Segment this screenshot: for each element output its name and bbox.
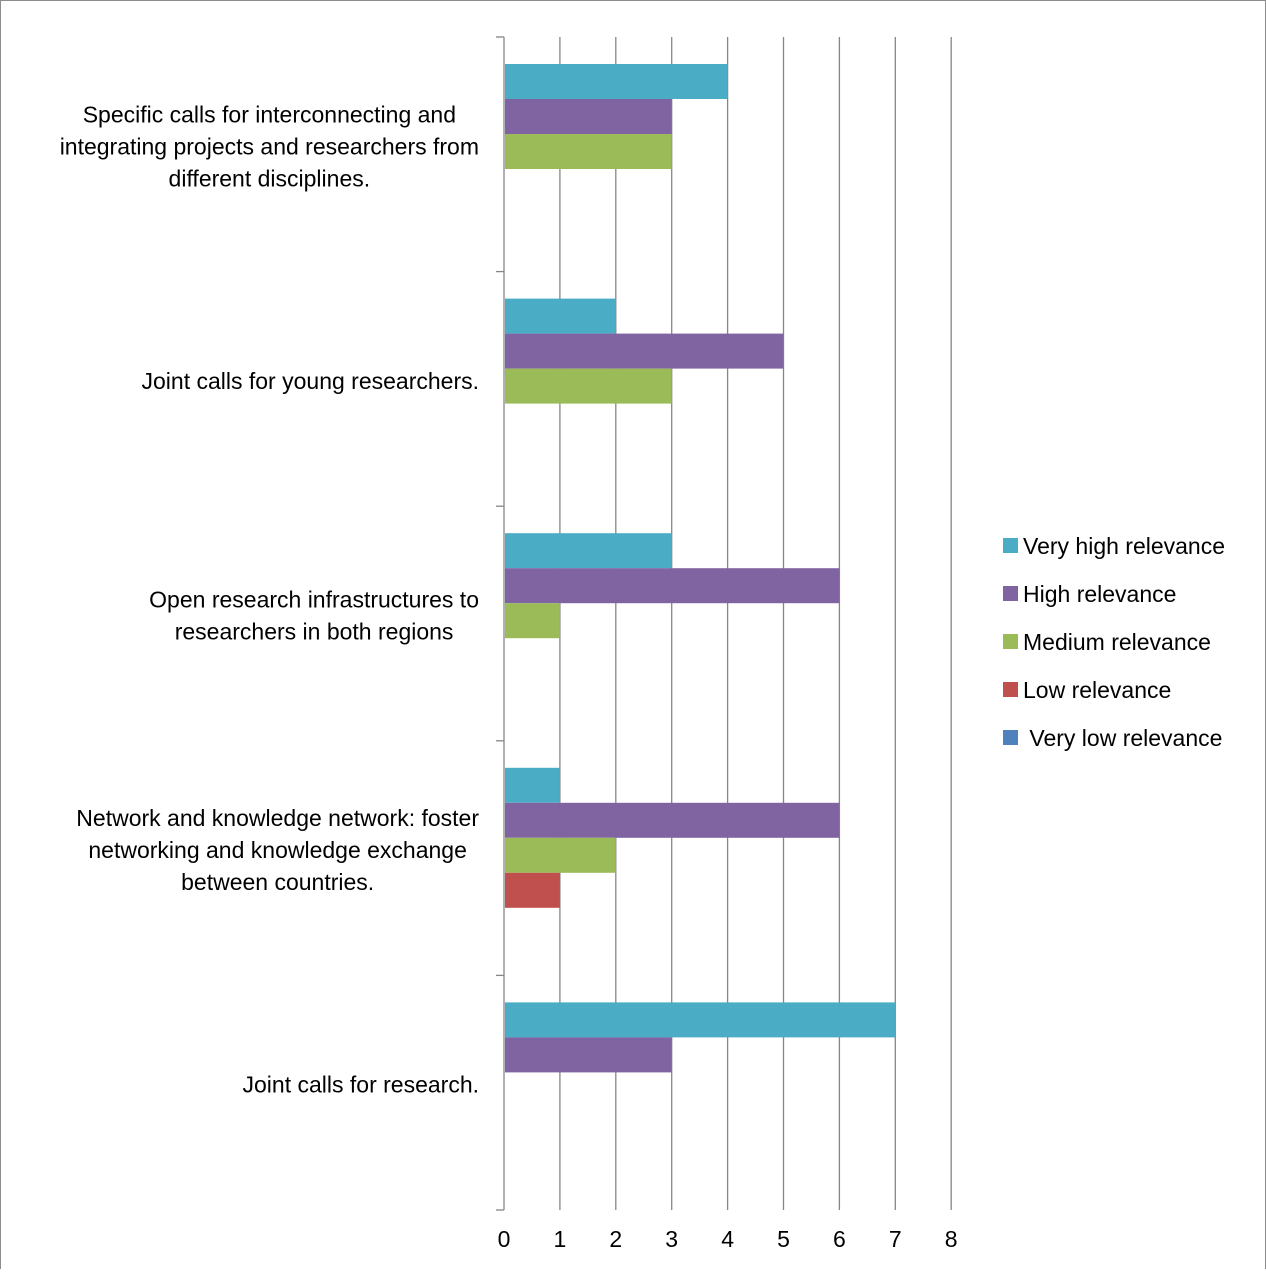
legend-label: Very low relevance	[1023, 725, 1222, 751]
category-label-line: networking and knowledge exchange	[88, 837, 467, 863]
legend-swatch	[1003, 682, 1018, 697]
bar-very-high-relevance-2	[505, 298, 616, 334]
bars	[505, 64, 896, 1073]
bar-high-relevance-3	[505, 568, 840, 604]
legend: Very high relevance High relevance Medium …	[1003, 533, 1225, 751]
legend-label: Very high relevance	[1023, 533, 1225, 559]
category-label-line: between countries.	[181, 869, 374, 895]
bar-high-relevance-5	[505, 1037, 672, 1073]
category-label-line: Joint calls for research.	[243, 1072, 479, 1098]
legend-swatch	[1003, 730, 1018, 745]
x-axis-tick-labels: 0 1 2 3 4 5 6 7 8	[498, 1226, 958, 1252]
category-label-line: Open research infrastructures to	[149, 587, 479, 613]
bar-very-high-relevance-3	[505, 533, 672, 569]
x-tick-label: 7	[889, 1226, 902, 1252]
x-tick-label: 1	[554, 1226, 567, 1252]
bar-very-high-relevance-1	[505, 64, 728, 99]
category-label: Specific calls for interconnecting and in…	[60, 101, 479, 191]
category-label: Network and knowledge network: foster net…	[76, 805, 479, 895]
category-label-line: different disciplines.	[169, 165, 371, 191]
category-label-line: Specific calls for interconnecting and	[83, 101, 456, 127]
bar-high-relevance-4	[505, 802, 840, 838]
x-tick-label: 2	[609, 1226, 622, 1252]
legend-label: High relevance	[1023, 581, 1176, 607]
grid-lines	[559, 37, 952, 1210]
bar-medium-relevance-1	[505, 134, 672, 169]
x-tick-label: 8	[945, 1226, 958, 1252]
x-tick-label: 5	[777, 1226, 790, 1252]
bar-high-relevance-2	[505, 333, 784, 369]
category-label-line: researchers in both regions	[175, 619, 454, 645]
category-label-line: Network and knowledge network: foster	[76, 805, 479, 831]
bar-medium-relevance-3	[505, 603, 560, 639]
bar-very-high-relevance-5	[505, 1002, 896, 1038]
x-tick-label: 4	[721, 1226, 734, 1252]
category-labels: Specific calls for interconnecting and in…	[60, 101, 480, 1097]
legend-swatch	[1003, 586, 1018, 601]
bar-high-relevance-1	[505, 99, 672, 134]
category-label-line: integrating projects and researchers fro…	[60, 133, 479, 159]
legend-label: Medium relevance	[1023, 629, 1211, 655]
category-label: Open research infrastructures to research…	[149, 587, 479, 645]
x-tick-label: 6	[833, 1226, 846, 1252]
category-label-line: Joint calls for young researchers.	[142, 368, 480, 394]
category-label: Joint calls for young researchers.	[142, 368, 480, 394]
bar-very-high-relevance-4	[505, 767, 560, 803]
x-tick-label: 3	[665, 1226, 678, 1252]
bar-medium-relevance-2	[505, 368, 672, 404]
y-axis	[496, 36, 505, 1211]
bar-medium-relevance-4	[505, 837, 616, 873]
legend-label: Low relevance	[1023, 677, 1171, 703]
category-label: Joint calls for research.	[243, 1072, 479, 1098]
legend-swatch	[1003, 634, 1018, 649]
x-tick-label: 0	[498, 1226, 511, 1252]
bar-low-relevance-4	[505, 872, 560, 908]
legend-swatch	[1003, 538, 1018, 553]
